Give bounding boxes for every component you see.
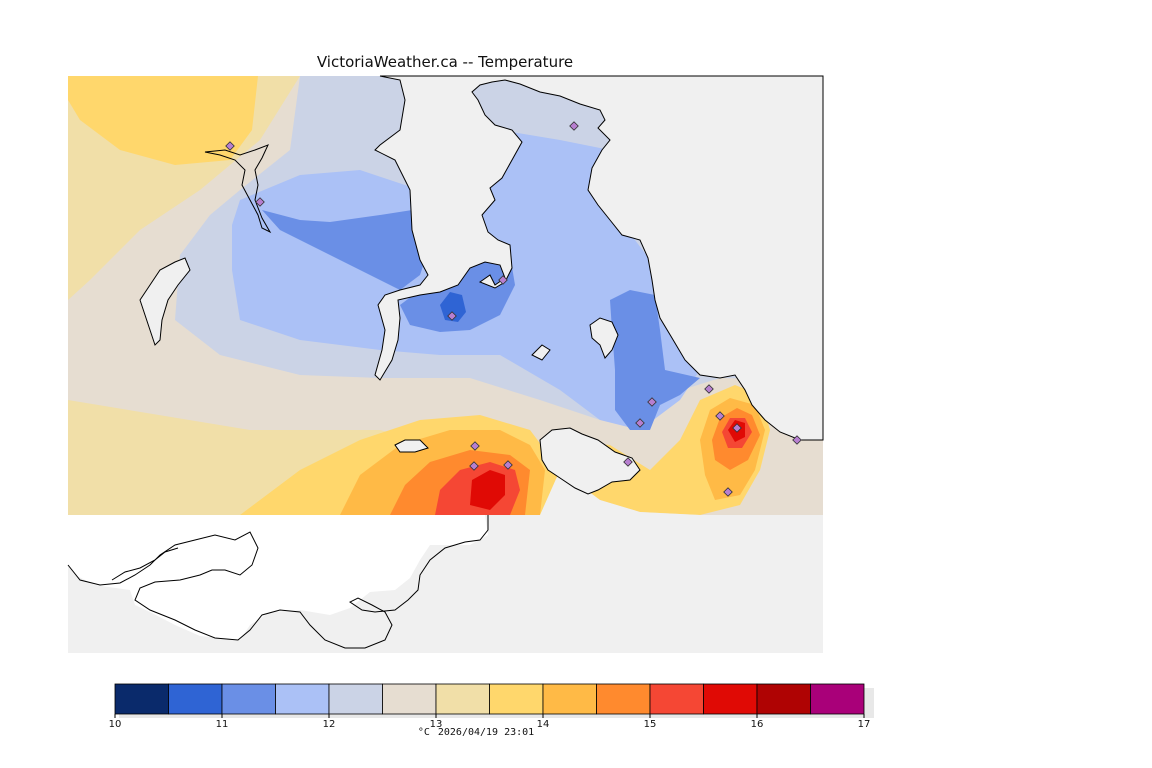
legend-swatch — [756, 683, 811, 715]
timestamp: 2026/04/19 23:01 — [437, 727, 535, 738]
unit-label: °C — [417, 727, 430, 738]
water-areas — [139, 75, 824, 495]
station-marker[interactable] — [704, 384, 714, 394]
color-legend — [114, 683, 874, 718]
coastlines — [67, 144, 489, 649]
legend-swatch — [703, 683, 758, 715]
legend-swatch — [649, 683, 704, 715]
station-marker[interactable] — [715, 411, 725, 421]
legend-swatch — [382, 683, 437, 715]
legend-swatch — [275, 683, 330, 715]
station-marker[interactable] — [225, 141, 235, 151]
legend-tick-label: 13 — [430, 719, 443, 730]
legend-tick-label: 12 — [323, 719, 336, 730]
station-marker[interactable] — [647, 397, 657, 407]
station-marker[interactable] — [623, 457, 633, 467]
legend-swatch — [542, 683, 597, 715]
legend-swatch — [489, 683, 544, 715]
station-marker[interactable] — [503, 460, 513, 470]
legend-swatch — [221, 683, 276, 715]
station-markers — [225, 121, 802, 497]
legend-swatch — [435, 683, 490, 715]
legend-swatch — [810, 683, 865, 715]
station-marker[interactable] — [498, 275, 508, 285]
station-marker[interactable] — [255, 197, 265, 207]
station-marker[interactable] — [792, 435, 802, 445]
station-marker[interactable] — [447, 311, 457, 321]
station-marker[interactable] — [469, 461, 479, 471]
legend-tick-label: 16 — [751, 719, 764, 730]
legend-swatch — [328, 683, 383, 715]
station-marker[interactable] — [732, 423, 742, 433]
legend-footer: °C 2026/04/19 23:01 — [400, 727, 560, 738]
legend-swatch — [596, 683, 651, 715]
legend-tick-labels: 10 11 12 13 14 15 16 17 — [109, 714, 871, 730]
station-marker[interactable] — [635, 418, 645, 428]
legend-tick-label: 11 — [216, 719, 229, 730]
station-marker[interactable] — [569, 121, 579, 131]
station-marker[interactable] — [723, 487, 733, 497]
legend-tick-label: 17 — [858, 719, 871, 730]
legend-swatch — [168, 683, 223, 715]
legend-tick-label: 15 — [644, 719, 657, 730]
map-title: VictoriaWeather.ca -- Temperature — [316, 53, 574, 71]
station-marker[interactable] — [470, 441, 480, 451]
legend-tick-label: 10 — [109, 719, 122, 730]
legend-swatch — [114, 683, 169, 715]
legend-tick-label: 14 — [537, 719, 550, 730]
